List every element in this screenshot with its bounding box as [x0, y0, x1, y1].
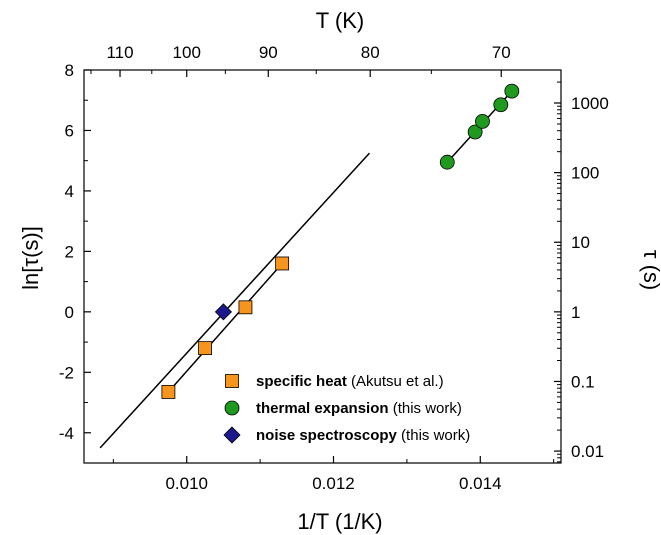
top-tick-label: 110	[106, 43, 133, 62]
right-tick-label: 1	[571, 303, 580, 322]
legend-source: (Akutsu et al.)	[347, 373, 444, 390]
y-tick-label: 6	[65, 121, 74, 140]
right-tick-label: 0.01	[571, 442, 604, 461]
legend-marker	[225, 374, 239, 388]
fit-line	[99, 152, 371, 449]
data-point-square	[275, 256, 290, 271]
y-tick-label: 4	[65, 182, 74, 201]
legend-marker	[223, 426, 241, 444]
y-axis-title: ln[τ(s)]	[18, 226, 43, 290]
data-point-circle	[504, 83, 520, 99]
x-tick-label: 0.014	[459, 474, 502, 493]
legend-series-name: noise spectroscopy	[256, 427, 398, 444]
plot-frame	[83, 69, 562, 464]
legend-series-name: specific heat	[256, 373, 347, 390]
top-tick-label: 70	[492, 43, 511, 62]
bottom-axis-ticks: 0.010 0.012 0.014	[112, 456, 555, 493]
plot-area-border	[83, 69, 562, 464]
legend-entry: specific heat (Akutsu et al.)	[256, 373, 444, 390]
data-point-square	[198, 341, 212, 356]
top-tick-label: 80	[361, 43, 380, 62]
y-tick-label: 0	[65, 303, 74, 322]
y-tick-label: -2	[59, 363, 74, 382]
legend-entry: thermal expansion (this work)	[256, 400, 462, 417]
right-tick-label: 1000	[571, 94, 609, 113]
data-point-square	[161, 385, 176, 399]
data-point-circle	[439, 154, 455, 170]
top-axis-title: T (K)	[316, 8, 364, 33]
right-tick-label: 100	[571, 164, 599, 183]
right-axis-title: τ (s)	[639, 250, 661, 290]
legend-source: (this work)	[389, 400, 462, 417]
right-tick-label: 10	[571, 233, 590, 252]
legend-source: (this work)	[397, 427, 470, 444]
data-point-circle	[467, 124, 483, 140]
legend-series-name: thermal expansion	[256, 400, 389, 417]
left-axis-ticks: 8 6 4 2 0 -2 -4	[59, 61, 91, 464]
data-point-diamond	[214, 303, 232, 321]
data-point-circle	[493, 97, 509, 113]
top-tick-label: 90	[259, 43, 278, 62]
fit-line	[167, 262, 283, 393]
legend: specific heat (Akutsu et al.) thermal exp…	[223, 373, 470, 444]
data-point-circle	[475, 113, 490, 129]
right-tick-label: 0.1	[571, 372, 595, 391]
y-tick-label: 8	[65, 61, 74, 80]
x-tick-label: 0.010	[165, 474, 208, 493]
data-points	[161, 83, 520, 399]
data-point-square	[238, 300, 253, 315]
x-axis-title: 1/T (1/K)	[297, 509, 382, 534]
y-tick-label: 2	[65, 242, 74, 261]
top-tick-label: 100	[173, 43, 201, 62]
top-axis-ticks: 110 100 90 80 70	[90, 43, 511, 77]
right-axis-ticks: 1000 100 10 1 0.1 0.01	[554, 81, 609, 463]
y-tick-label: -4	[59, 424, 74, 443]
x-tick-label: 0.012	[312, 474, 355, 493]
legend-marker	[224, 400, 240, 416]
legend-entry: noise spectroscopy (this work)	[256, 427, 470, 444]
